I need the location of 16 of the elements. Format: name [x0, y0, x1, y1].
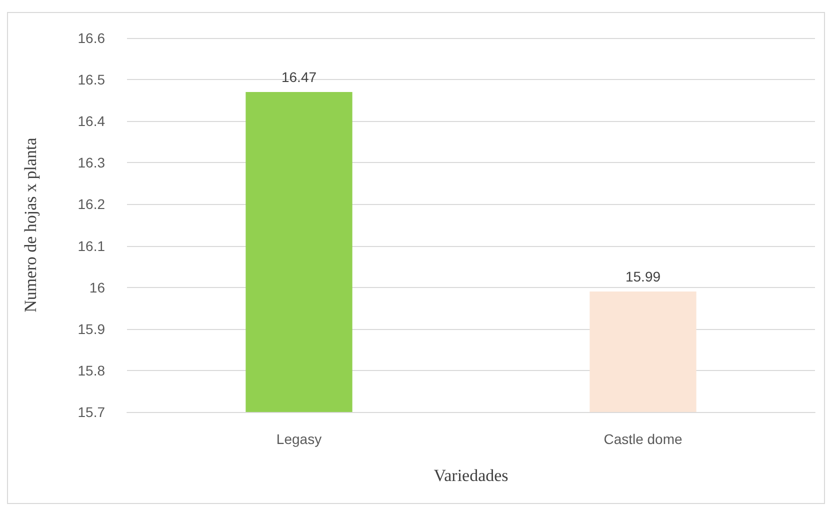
y-tick-label: 16.5: [78, 72, 106, 88]
x-tick-label: Castle dome: [604, 431, 683, 447]
y-tick-label: 16.2: [78, 196, 106, 212]
y-axis-title: Numero de hojas x planta: [21, 137, 40, 312]
y-tick-label: 15.9: [78, 320, 106, 337]
x-tick-label: Legasy: [276, 431, 322, 447]
y-tick-label: 15.7: [78, 404, 106, 420]
y-tick-label: 16.1: [78, 238, 106, 254]
y-tick-label: 16.3: [78, 154, 106, 171]
x-axis-title: Variedades: [434, 466, 508, 485]
data-label: 15.99: [625, 268, 661, 284]
y-tick-label: 16.6: [78, 30, 106, 46]
y-tick-label: 15.8: [78, 362, 106, 378]
data-label: 16.47: [281, 69, 317, 86]
y-tick-label: 16.4: [78, 113, 106, 130]
y-tick-label: 16: [89, 279, 106, 296]
